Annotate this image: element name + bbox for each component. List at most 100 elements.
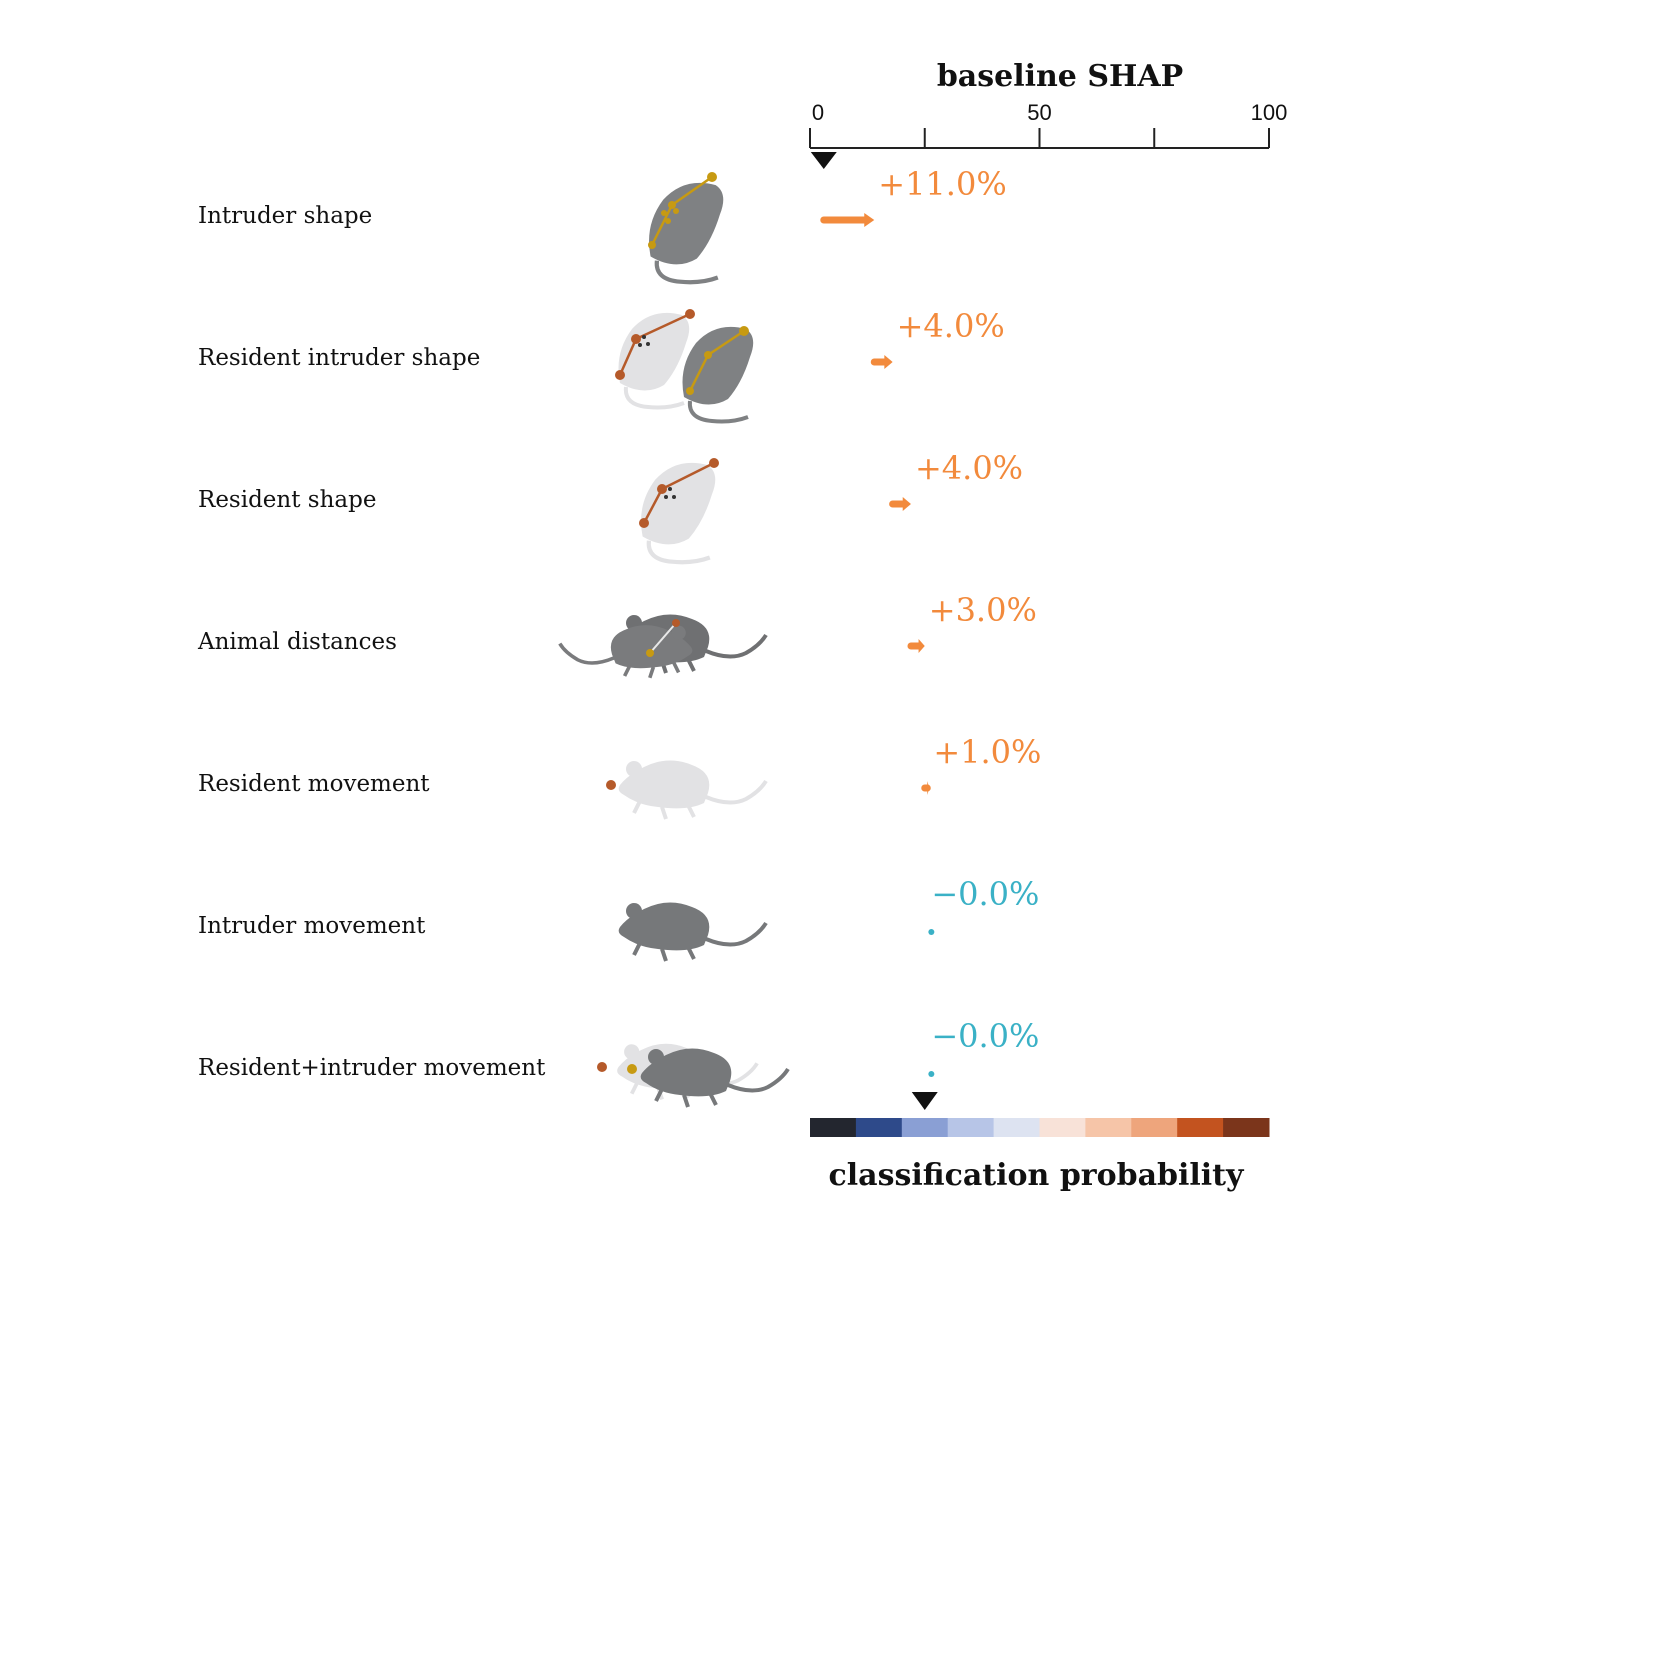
keypoint-dot [673, 208, 679, 214]
feature-label: Resident intruder shape [198, 345, 480, 371]
mouse-tail [705, 779, 768, 805]
resident-intruder-shape-icon [615, 309, 754, 424]
feature-row: Resident+intruder movement −0.0% [198, 1017, 1039, 1108]
shap-bar-arrowhead [884, 355, 893, 369]
keypoint-link [671, 175, 713, 207]
mouse-tail [705, 921, 768, 947]
feature-rows: Intruder shape +11.0% Resident intruder sh… [197, 165, 1041, 1108]
shap-bar-arrowhead [864, 213, 875, 227]
feature-label: Resident movement [198, 771, 430, 797]
mouse-body [641, 462, 716, 545]
mouse-ear [626, 761, 642, 777]
colorbar-segment [947, 1118, 995, 1137]
colorbar-segment [1223, 1118, 1270, 1137]
resident-mouse [618, 312, 690, 410]
mouse-legs [632, 800, 696, 820]
keypoint-dot [685, 309, 695, 319]
mouse-tail [646, 540, 711, 565]
mouse-body [618, 760, 710, 809]
mouse-body [618, 902, 710, 951]
mouse-tail [705, 633, 768, 659]
keypoint-dot [739, 326, 749, 336]
shap-value-label: +1.0% [933, 733, 1041, 771]
keypoint-dot [704, 351, 712, 359]
feature-label: Resident+intruder movement [198, 1055, 546, 1081]
prediction-marker [911, 1092, 938, 1110]
intruder-shape-icon [648, 172, 724, 285]
intruder-mouse [618, 902, 768, 962]
intruder-mouse [558, 625, 693, 679]
intruder-mouse [649, 182, 724, 285]
mouse-tail [623, 386, 685, 410]
keypoint-dot [615, 370, 625, 380]
shap-value-label: −0.0% [931, 1017, 1039, 1055]
animal-distances-icon [558, 614, 768, 679]
mouse-body [610, 625, 693, 669]
shap-bar [928, 1071, 935, 1077]
mouse-legs [632, 942, 696, 962]
colorbar-segment [1039, 1118, 1086, 1137]
keypoint-link [618, 338, 638, 376]
keypoint-dot [661, 210, 667, 216]
x-tick-label: 100 [1251, 100, 1288, 125]
feature-row: Resident intruder shape +4.0% [198, 307, 1005, 424]
mouse-ear [626, 903, 642, 919]
x-tick-label: 50 [1027, 100, 1051, 125]
resident-mouse [641, 462, 716, 565]
keypoint-dot [597, 1062, 607, 1072]
shap-value-label: +4.0% [897, 307, 1005, 345]
feature-label: Animal distances [197, 629, 397, 655]
mouse-body [649, 182, 724, 265]
keypoint-link [649, 622, 677, 654]
colorbar-segment [1177, 1118, 1224, 1137]
shap-bar-arrowhead [918, 639, 925, 653]
mouse-ear [648, 1049, 664, 1065]
keypoint-dot [668, 487, 672, 491]
keypoint-dot [642, 335, 646, 339]
keypoint-dot [664, 495, 668, 499]
x-axis: 0 50 100 [809, 100, 1288, 169]
resident-shape-icon [639, 458, 719, 565]
keypoint-dot [606, 780, 616, 790]
x-tick-label: 0 [812, 100, 824, 125]
colorbar-segment [855, 1118, 903, 1137]
intruder-mouse [640, 1048, 790, 1108]
mouse-tail [558, 642, 615, 665]
keypoint-dot [646, 649, 654, 657]
keypoint-dot [639, 518, 649, 528]
keypoint-link [635, 312, 691, 341]
keypoint-link [650, 204, 674, 246]
mouse-legs [622, 660, 681, 679]
keypoint-link [642, 488, 664, 524]
shap-value-label: +3.0% [929, 591, 1037, 629]
keypoint-link [661, 461, 715, 491]
keypoint-dot [646, 342, 650, 346]
feature-label: Intruder shape [198, 203, 372, 229]
resident-movement-icon [606, 760, 768, 820]
chart-title: baseline SHAP [937, 59, 1183, 94]
shap-bar-arrowhead [902, 497, 911, 511]
shap-bar [928, 929, 935, 935]
keypoint-dot [631, 334, 641, 344]
mouse-ear [624, 1044, 640, 1060]
colorbar [810, 1092, 1270, 1137]
feature-label: Resident shape [198, 487, 376, 513]
mouse-body [640, 1048, 732, 1097]
keypoint-dot [638, 343, 642, 347]
mouse-ear [671, 625, 686, 640]
keypoint-dot [707, 172, 717, 182]
keypoint-dot [665, 218, 671, 224]
keypoint-dot [672, 619, 680, 627]
keypoint-dot [668, 201, 676, 209]
feature-row: Resident movement +1.0% [198, 733, 1041, 820]
colorbar-label: classification probability [829, 1158, 1246, 1193]
shap-value-label: +11.0% [878, 165, 1006, 203]
feature-row: Animal distances +3.0% [197, 591, 1037, 679]
intruder-movement-icon [618, 902, 768, 962]
shap-value-label: +4.0% [915, 449, 1023, 487]
keypoint-dot [672, 495, 676, 499]
feature-row: Intruder shape +11.0% [198, 165, 1007, 285]
colorbar-segment [993, 1118, 1040, 1137]
colorbar-segment [1085, 1118, 1132, 1137]
